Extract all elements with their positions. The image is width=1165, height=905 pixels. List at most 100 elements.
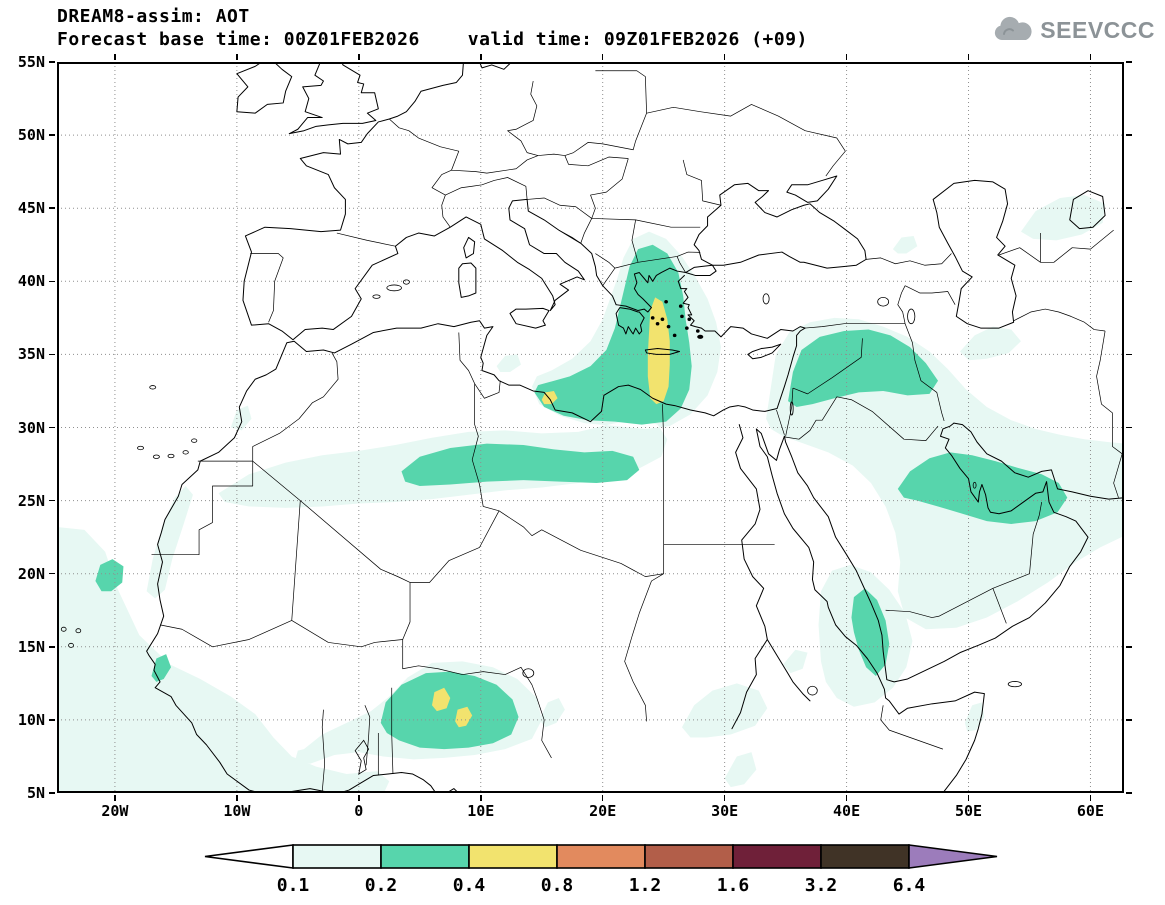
axis-tick xyxy=(358,54,360,60)
coastline-blacksea-north xyxy=(694,183,866,265)
axis-tick xyxy=(358,795,360,801)
lon-tick-label: 40E xyxy=(833,802,861,820)
axis-tick xyxy=(49,134,55,136)
lake-tuz xyxy=(763,294,769,304)
lon-tick-label: 0 xyxy=(354,802,364,820)
lon-tick-label: 10E xyxy=(467,802,495,820)
axis-tick xyxy=(601,795,604,801)
colorbar-value: 6.4 xyxy=(893,875,926,896)
coastlines-layer xyxy=(61,62,1124,793)
cloud-icon xyxy=(995,16,1032,40)
axis-tick xyxy=(1126,134,1132,136)
lon-tick-label: 30E xyxy=(711,802,739,820)
axis-tick xyxy=(49,207,55,209)
base-time-label: Forecast base time: 00Z01FEB2026 xyxy=(57,29,420,50)
borders-mideast xyxy=(776,230,1122,623)
colorbar-segment xyxy=(732,844,822,869)
axis-tick xyxy=(1126,646,1132,648)
lon-tick-label: 60E xyxy=(1076,802,1104,820)
lat-tick-label: 10N xyxy=(17,710,45,729)
lake-chad xyxy=(523,669,534,678)
lat-tick-label: 50N xyxy=(17,126,45,145)
axis-tick xyxy=(236,54,238,60)
colorbar-segment xyxy=(380,844,470,869)
colorbar-arrow-left xyxy=(204,844,294,869)
aot-fill-regions xyxy=(57,195,1124,793)
axis-tick xyxy=(1126,280,1132,283)
axis-tick xyxy=(49,280,55,283)
axis-tick xyxy=(723,54,726,60)
axis-tick xyxy=(1126,61,1132,63)
axis-tick xyxy=(845,54,848,60)
axis-tick xyxy=(845,795,848,801)
lake-volta xyxy=(355,740,368,774)
seevccc-logo: SEEVCCC xyxy=(991,15,1155,45)
valid-time-label: valid time: 09Z01FEB2026 (+09) xyxy=(467,29,808,50)
colorbar: 0.1 0.2 0.4 0.8 1.2 1.6 3.2 6.4 xyxy=(204,844,998,896)
lat-tick-label: 5N xyxy=(26,784,45,802)
axis-tick xyxy=(1126,572,1132,575)
atlantic-island-dots xyxy=(61,280,1021,687)
axis-tick xyxy=(49,792,55,794)
lat-tick-label: 55N xyxy=(17,53,45,71)
forecast-times: Forecast base time: 00Z01FEB2026 valid t… xyxy=(57,29,808,50)
lat-tick-label: 25N xyxy=(17,491,45,510)
colorbar-segment xyxy=(644,844,734,869)
coastline-iran-gulf xyxy=(954,423,1124,499)
coastline-turkey-north xyxy=(686,252,866,275)
coastline-britain-ireland xyxy=(237,62,378,134)
lon-tick-label: 20E xyxy=(589,802,617,820)
colorbar-value: 0.8 xyxy=(541,875,574,896)
colorbar-segment xyxy=(820,844,910,869)
aegean-island-dots xyxy=(650,300,704,339)
axis-tick xyxy=(1126,499,1132,502)
river-nile xyxy=(732,425,810,729)
axis-tick xyxy=(1126,719,1132,721)
coastline-redsea-africa xyxy=(756,429,984,793)
axis-tick xyxy=(967,795,970,801)
axis-tick xyxy=(967,54,970,60)
colorbar-arrow-right xyxy=(908,844,998,869)
axis-tick xyxy=(49,646,55,648)
axis-tick xyxy=(49,426,55,429)
colorbar-segment xyxy=(292,844,382,869)
lat-tick-label: 15N xyxy=(17,637,45,656)
lake-van xyxy=(878,297,889,306)
lake-urmia xyxy=(908,309,915,324)
lat-tick-label: 35N xyxy=(17,345,45,364)
axis-tick xyxy=(1089,795,1092,801)
aot-region-level2 xyxy=(95,244,1068,750)
axis-tick xyxy=(49,572,55,575)
coastline-arabia xyxy=(784,423,1088,682)
lon-tick-label: 10W xyxy=(223,802,251,820)
axis-tick xyxy=(1126,792,1132,794)
axis-tick xyxy=(480,54,482,60)
lake-tana xyxy=(808,686,818,695)
axis-tick xyxy=(723,795,726,801)
axis-tick xyxy=(1089,54,1092,60)
colorbar-value: 0.2 xyxy=(365,875,398,896)
axis-tick xyxy=(1126,207,1132,209)
axis-tick xyxy=(1126,426,1132,429)
lon-tick-label: 20W xyxy=(101,802,129,820)
colorbar-value: 3.2 xyxy=(805,875,838,896)
colorbar-value: 1.2 xyxy=(629,875,662,896)
page-title: DREAM8-assim: AOT xyxy=(57,6,250,27)
axis-tick xyxy=(1126,353,1132,356)
coastline-islands xyxy=(459,237,781,358)
forecast-map xyxy=(57,62,1124,793)
coastline-aral xyxy=(1070,191,1105,229)
colorbar-value: 0.1 xyxy=(277,875,310,896)
coastline-greece xyxy=(616,268,686,312)
logo-text: SEEVCCC xyxy=(1040,16,1155,43)
coastline-azov xyxy=(787,176,837,202)
axis-tick xyxy=(236,795,238,801)
axis-tick xyxy=(601,54,604,60)
coastline-turkey-africa-westafrica xyxy=(147,275,805,793)
lat-tick-label: 40N xyxy=(17,272,45,291)
map-frame xyxy=(58,63,1123,792)
lat-tick-label: 20N xyxy=(17,564,45,583)
colorbar-segment xyxy=(468,844,558,869)
lat-tick-label: 30N xyxy=(17,418,45,437)
